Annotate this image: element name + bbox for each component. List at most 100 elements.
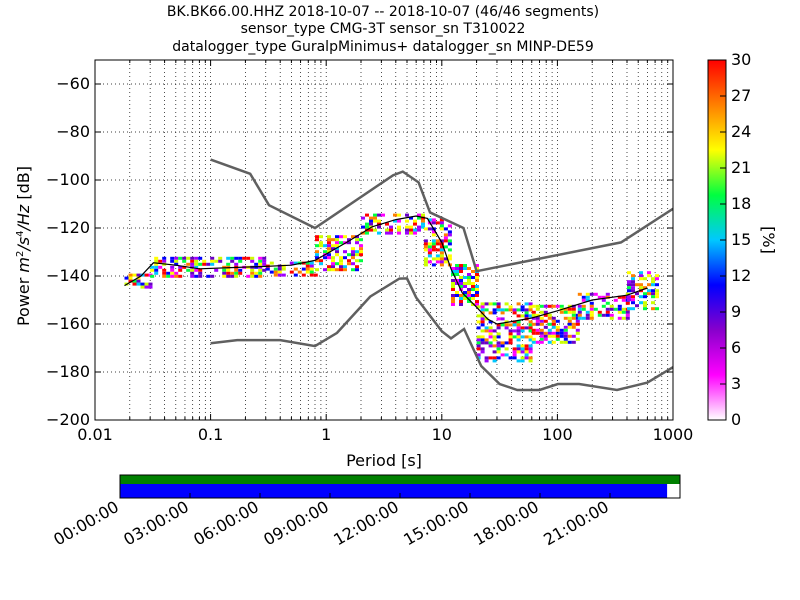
density-cell [496, 326, 501, 330]
density-cell [431, 248, 436, 252]
density-cell [520, 314, 525, 318]
density-cell [471, 276, 475, 279]
density-cell [327, 256, 331, 260]
density-cell [563, 328, 568, 332]
density-cell [504, 308, 509, 312]
density-cell [439, 257, 444, 261]
density-cell [581, 307, 586, 311]
density-cell [480, 317, 485, 321]
density-cell [577, 316, 582, 320]
density-cell [627, 283, 631, 287]
density-cell [451, 282, 455, 285]
density-cell [158, 259, 163, 263]
density-cell [467, 288, 471, 291]
density-cell [643, 295, 647, 299]
density-cell [577, 310, 582, 314]
density-cell [597, 313, 602, 317]
density-cell [651, 301, 655, 305]
density-cell [520, 356, 525, 360]
density-cell [459, 276, 463, 279]
density-cell [531, 316, 536, 320]
density-cell [508, 338, 513, 342]
density-cell [484, 317, 489, 321]
timeline-tick-label: 12:00:00 [330, 497, 402, 549]
density-cell [230, 274, 235, 278]
density-cell [467, 300, 471, 303]
density-cell [609, 316, 614, 320]
density-cell [655, 277, 659, 281]
density-cell [531, 313, 536, 317]
density-cell [373, 213, 377, 217]
density-cell [647, 271, 651, 275]
density-cell [631, 283, 635, 287]
density-cell [524, 314, 529, 318]
density-cell [128, 276, 133, 280]
density-cell [467, 267, 471, 270]
colorbar-tick-label: 3 [731, 374, 741, 393]
density-cell [343, 256, 347, 260]
density-cell [476, 320, 481, 324]
density-cell [258, 259, 263, 263]
density-cell [575, 337, 580, 341]
density-cell [443, 260, 448, 264]
density-cell [625, 301, 630, 305]
density-cell [492, 311, 497, 315]
density-cell [555, 331, 560, 335]
y-tick-label: −60 [56, 74, 90, 93]
density-cell [144, 285, 149, 289]
density-cell [496, 356, 501, 360]
density-cell [577, 304, 582, 308]
density-cell [148, 282, 153, 286]
density-cell [512, 311, 517, 315]
density-cell [293, 267, 298, 271]
density-cell [144, 273, 149, 277]
density-cell [423, 263, 428, 267]
density-cell [539, 331, 544, 335]
density-cell [439, 218, 444, 222]
density-cell [516, 335, 521, 339]
density-cell [508, 305, 513, 309]
density-cell [351, 256, 355, 260]
density-cell [254, 262, 259, 266]
density-cell [431, 218, 436, 222]
density-cell [293, 273, 298, 277]
density-cell [631, 280, 635, 284]
density-cell [631, 289, 635, 293]
y-tick-label: −160 [46, 314, 90, 333]
density-cell [397, 219, 401, 223]
density-cell [463, 264, 467, 267]
density-cell [597, 310, 602, 314]
density-cell [635, 292, 639, 296]
density-cell [417, 216, 421, 220]
density-cell [347, 241, 351, 245]
density-cell [563, 325, 568, 329]
density-cell [475, 291, 479, 294]
density-cell [190, 262, 195, 266]
density-cell [194, 262, 199, 266]
density-cell [516, 329, 521, 333]
density-cell [405, 219, 409, 223]
density-cell [547, 322, 552, 326]
density-cell [531, 340, 536, 344]
density-cell [512, 353, 517, 357]
density-cell [535, 307, 540, 311]
density-cell [631, 295, 635, 299]
density-cell [601, 298, 606, 302]
density-cell [423, 242, 428, 246]
density-cell [381, 213, 385, 217]
density-cell [273, 267, 278, 271]
density-cell [427, 260, 432, 264]
density-cell [222, 268, 227, 272]
density-cell [643, 307, 647, 311]
density-cell [651, 289, 655, 293]
density-cell [262, 268, 267, 272]
density-cell [150, 274, 155, 278]
density-cell [635, 304, 639, 308]
density-cell [305, 270, 310, 274]
density-cell [128, 279, 133, 283]
density-cell [585, 310, 590, 314]
density-cell [480, 350, 485, 354]
density-cell [238, 259, 243, 263]
density-cell [547, 316, 552, 320]
density-cell [488, 335, 493, 339]
